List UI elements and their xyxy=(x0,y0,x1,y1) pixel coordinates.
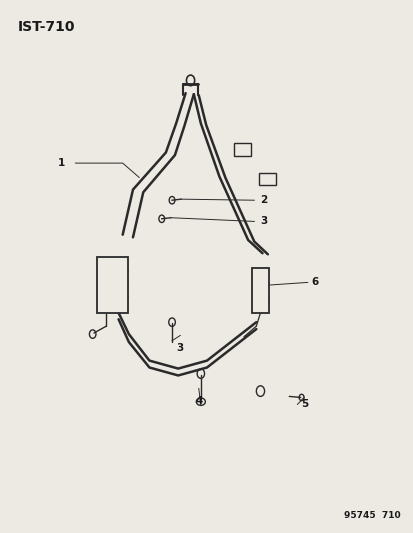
Text: IST-710: IST-710 xyxy=(18,20,75,34)
Text: 1: 1 xyxy=(58,158,65,168)
Bar xyxy=(234,143,250,156)
Circle shape xyxy=(169,197,175,204)
Text: 5: 5 xyxy=(301,399,308,409)
Circle shape xyxy=(159,215,164,222)
Bar xyxy=(97,257,128,313)
Circle shape xyxy=(169,318,175,326)
Bar xyxy=(251,268,268,313)
Text: 6: 6 xyxy=(311,277,318,287)
Text: 3: 3 xyxy=(176,343,183,353)
Text: 2: 2 xyxy=(260,195,267,205)
Text: 95745  710: 95745 710 xyxy=(343,511,399,520)
Circle shape xyxy=(186,75,194,86)
Text: 3: 3 xyxy=(260,216,267,227)
Bar xyxy=(259,173,275,185)
Circle shape xyxy=(197,369,204,378)
Circle shape xyxy=(298,394,303,401)
Text: 4: 4 xyxy=(195,397,202,406)
Circle shape xyxy=(256,386,264,397)
Circle shape xyxy=(89,330,96,338)
Ellipse shape xyxy=(196,398,205,406)
